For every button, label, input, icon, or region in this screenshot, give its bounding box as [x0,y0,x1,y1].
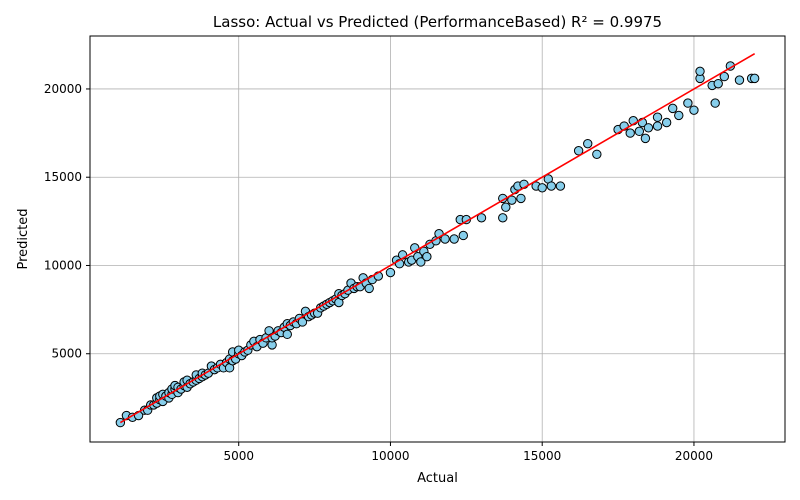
x-tick-label: 5000 [223,449,254,463]
data-point [661,117,672,128]
y-tick-label: 15000 [44,170,82,184]
grid-layer [90,36,785,442]
data-point [719,71,730,82]
data-point [634,126,645,137]
data-point [507,195,517,205]
data-point [297,317,308,327]
data-point [734,75,745,85]
x-tick-label: 15000 [523,449,561,463]
data-point [501,202,511,212]
data-point [555,181,566,191]
data-point [710,98,720,108]
data-point [364,283,374,294]
x-tick-label: 20000 [675,449,713,463]
data-point [668,103,678,114]
data-point [440,234,450,244]
data-point [422,251,432,262]
data-point [592,149,602,159]
chart-title: Lasso: Actual vs Predicted (PerformanceB… [213,13,662,31]
data-point [516,193,526,204]
data-point [643,123,654,133]
data-point [652,112,663,122]
data-point [458,230,468,241]
ticks-layer: 5000 10000 15000 20000 5000 10000 15000 20000 [44,82,713,463]
y-tick-label: 5000 [51,347,82,361]
y-axis-label: Predicted [16,208,31,269]
fit-line-layer [119,52,756,424]
data-point [683,98,693,108]
x-tick-label: 10000 [371,449,409,463]
data-point [625,128,635,138]
data-point [749,73,760,84]
data-point [573,146,584,156]
data-point [713,78,723,89]
data-point [674,110,684,121]
data-point [498,213,508,223]
points-layer [115,61,760,428]
fit-line [119,52,756,424]
data-point [640,133,651,144]
y-tick-label: 20000 [44,82,82,96]
y-tick-label: 10000 [44,258,82,272]
data-point [537,183,547,193]
data-point [583,138,593,149]
data-point [282,329,292,340]
data-point [695,66,705,77]
data-point [385,267,396,278]
data-point [546,181,557,191]
plot-frame [89,35,786,443]
data-point [652,121,663,131]
data-point [416,257,426,267]
data-point [689,105,699,115]
data-point [449,234,459,244]
x-axis-label: Actual [417,471,458,486]
data-point [476,213,487,223]
